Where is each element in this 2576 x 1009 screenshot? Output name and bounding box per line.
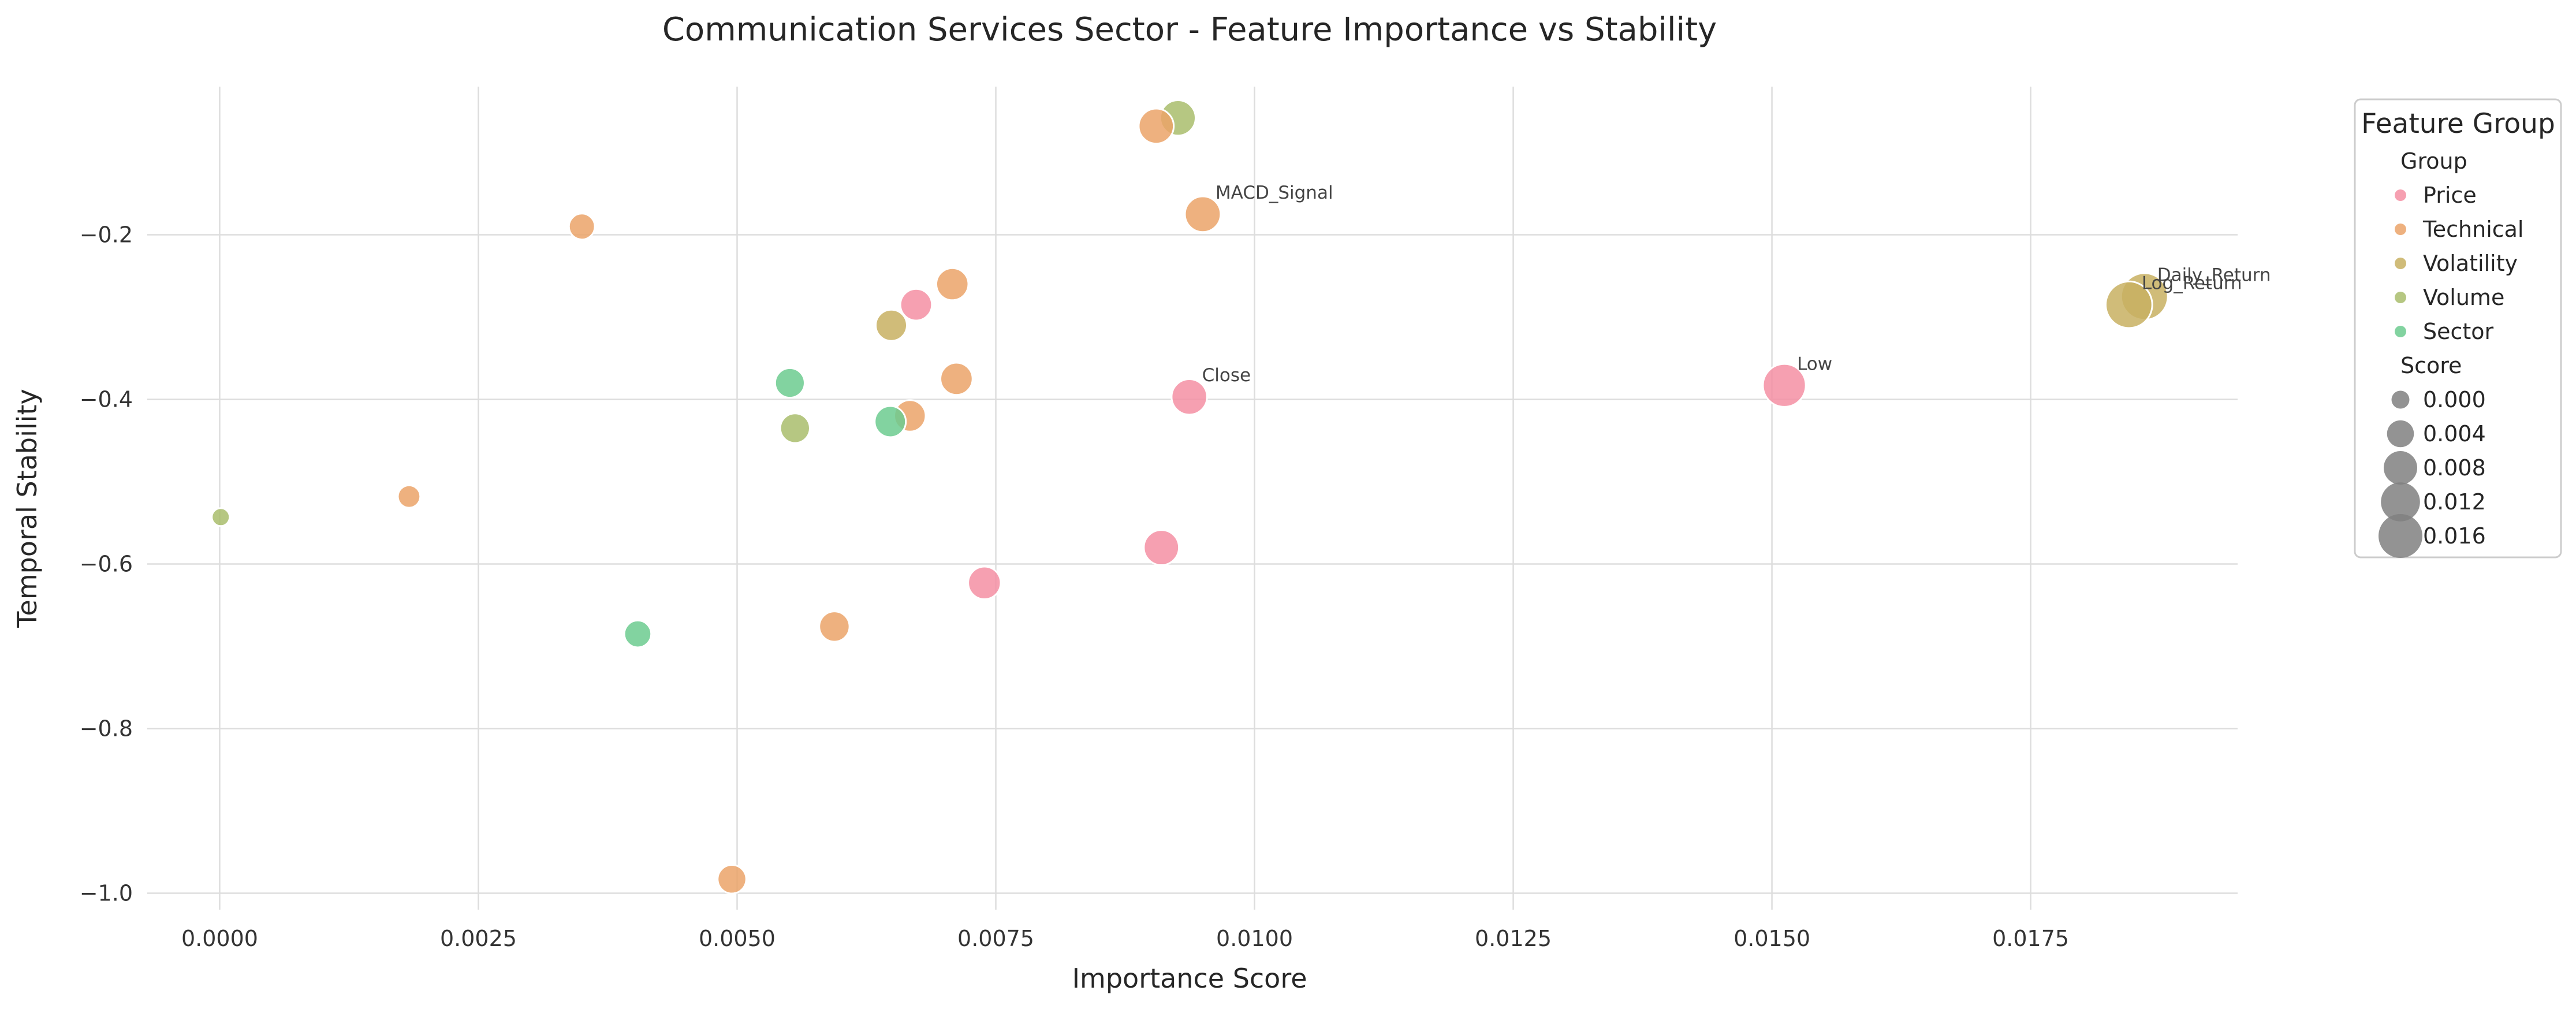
data-point-volume [779, 412, 811, 444]
legend-size-heading: Score [2400, 353, 2462, 378]
legend-group-entries: Price Technical Volatility Volume Sector [2395, 183, 2524, 344]
x-axis-ticks: 0.0000 0.0025 0.0050 0.0075 0.0100 0.0125 0.01… [181, 926, 2069, 951]
x-tick-label: 0.0125 [1475, 926, 1552, 951]
data-point-technical [818, 610, 851, 643]
legend-size-marker [2381, 482, 2420, 522]
legend-swatch-technical [2395, 224, 2406, 235]
legend-size-label: 0.004 [2423, 421, 2486, 446]
data-point-technical [1138, 107, 1175, 145]
data-point-price [1143, 529, 1180, 566]
point-annotations: MACD_Signal Close Low Log_ReturnDaily_Retur… [1202, 183, 2271, 386]
data-point-sector [623, 619, 653, 649]
x-tick-label: 0.0075 [957, 926, 1034, 951]
data-point-volatility [2104, 280, 2153, 329]
data-point-technical [935, 267, 970, 301]
x-tick-label: 0.0175 [1992, 926, 2069, 951]
point-annotation: Low [1797, 353, 1832, 374]
legend-size-label: 0.012 [2423, 489, 2486, 515]
data-point-technical [940, 362, 974, 396]
legend-entry-technical: Technical [2422, 217, 2524, 242]
x-tick-label: 0.0100 [1216, 926, 1293, 951]
y-tick-label: −0.8 [80, 716, 133, 742]
data-point-technical [717, 864, 747, 895]
point-annotation: Daily_Return [2157, 265, 2271, 285]
x-tick-label: 0.0150 [1734, 926, 1810, 951]
legend-size-marker [2387, 420, 2414, 448]
point-annotation: MACD_Signal [1216, 183, 1333, 203]
data-point-sector [774, 367, 806, 399]
legend: Feature Group Group Price Technical Volati… [2354, 98, 2562, 559]
data-point-sector [874, 405, 907, 438]
data-point-technical [397, 484, 422, 509]
legend-size-label: 0.016 [2423, 523, 2486, 549]
legend-entry-price: Price [2423, 183, 2477, 208]
data-point-technical [1184, 195, 1222, 233]
data-points [211, 99, 2169, 895]
y-tick-label: −0.4 [80, 387, 133, 412]
legend-title: Feature Group [2361, 108, 2555, 140]
data-point-price [899, 288, 933, 322]
x-axis-label: Importance Score [1072, 963, 1307, 994]
legend-size-label: 0.008 [2423, 455, 2486, 481]
legend-swatch-sector [2395, 326, 2406, 337]
legend-size-label: 0.000 [2423, 387, 2486, 412]
y-tick-label: −1.0 [80, 881, 133, 906]
point-annotation: Log_Return [2142, 273, 2242, 294]
x-tick-label: 0.0000 [181, 926, 258, 951]
x-tick-label: 0.0050 [699, 926, 776, 951]
legend-entry-volume: Volume [2423, 285, 2504, 310]
y-tick-label: −0.6 [80, 552, 133, 577]
grid-lines [147, 87, 2238, 910]
data-point-technical [568, 213, 596, 241]
y-axis-label: Temporal Stability [12, 389, 43, 628]
data-point-price [1762, 363, 1807, 408]
legend-swatch-volume [2395, 292, 2406, 303]
legend-size-entries: 0.000 0.004 0.008 0.012 0.016 [2379, 387, 2486, 558]
legend-size-marker [2379, 514, 2422, 558]
data-point-volume [211, 507, 231, 527]
point-annotation: Close [1202, 365, 1251, 386]
legend-entry-sector: Sector [2423, 319, 2494, 344]
legend-size-marker [2391, 390, 2410, 409]
legend-size-marker [2383, 450, 2418, 485]
legend-swatch-volatility [2395, 258, 2406, 269]
data-point-price [1170, 378, 1208, 416]
data-point-price [967, 565, 1002, 600]
legend-entry-volatility: Volatility [2423, 251, 2518, 276]
y-axis-ticks: −0.2 −0.4 −0.6 −0.8 −1.0 [80, 222, 133, 906]
y-tick-label: −0.2 [80, 222, 133, 248]
x-tick-label: 0.0025 [440, 926, 517, 951]
legend-swatch-price [2395, 189, 2406, 201]
legend-group-heading: Group [2400, 148, 2467, 174]
data-point-volatility [875, 308, 908, 342]
chart-title: Communication Services Sector - Feature … [662, 11, 1717, 49]
